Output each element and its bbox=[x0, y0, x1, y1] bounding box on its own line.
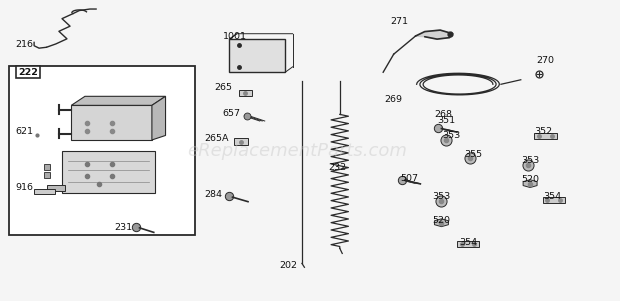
Text: 270: 270 bbox=[536, 56, 554, 65]
Text: 657: 657 bbox=[222, 109, 240, 118]
Bar bbox=[457, 241, 479, 247]
Text: 352: 352 bbox=[534, 127, 552, 136]
Text: 231: 231 bbox=[115, 223, 133, 232]
Bar bbox=[239, 90, 252, 96]
Bar bbox=[9, 66, 195, 235]
Bar bbox=[229, 39, 285, 72]
Text: 353: 353 bbox=[521, 156, 539, 165]
Text: 216: 216 bbox=[16, 40, 33, 49]
Text: 520: 520 bbox=[521, 175, 539, 184]
Bar bbox=[62, 150, 155, 193]
Text: 621: 621 bbox=[16, 127, 33, 136]
Text: 269: 269 bbox=[384, 95, 402, 104]
Text: 916: 916 bbox=[16, 183, 33, 192]
Bar bbox=[46, 185, 65, 191]
Text: 1001: 1001 bbox=[223, 32, 247, 41]
Text: 353: 353 bbox=[442, 132, 460, 141]
Text: 353: 353 bbox=[432, 192, 450, 201]
Text: eReplacementParts.com: eReplacementParts.com bbox=[188, 141, 407, 160]
Bar bbox=[234, 138, 248, 145]
Text: 351: 351 bbox=[437, 116, 455, 126]
Polygon shape bbox=[415, 30, 453, 39]
Text: 271: 271 bbox=[391, 17, 409, 26]
Text: 520: 520 bbox=[432, 216, 450, 225]
Bar bbox=[542, 197, 565, 203]
Text: 354: 354 bbox=[543, 192, 561, 201]
Polygon shape bbox=[71, 96, 166, 105]
Text: 222: 222 bbox=[18, 68, 38, 77]
Bar bbox=[534, 133, 557, 139]
Text: 354: 354 bbox=[459, 238, 477, 247]
Bar bbox=[34, 189, 55, 194]
Text: 284: 284 bbox=[205, 190, 223, 199]
Text: 268: 268 bbox=[434, 110, 452, 119]
Text: 265: 265 bbox=[214, 83, 232, 92]
Text: 232: 232 bbox=[329, 163, 347, 172]
Text: 507: 507 bbox=[400, 174, 418, 183]
FancyBboxPatch shape bbox=[33, 131, 55, 138]
Text: 355: 355 bbox=[464, 150, 482, 159]
Bar bbox=[71, 105, 152, 140]
Text: 202: 202 bbox=[279, 261, 297, 270]
Text: 265A: 265A bbox=[205, 135, 229, 144]
Polygon shape bbox=[152, 96, 166, 140]
